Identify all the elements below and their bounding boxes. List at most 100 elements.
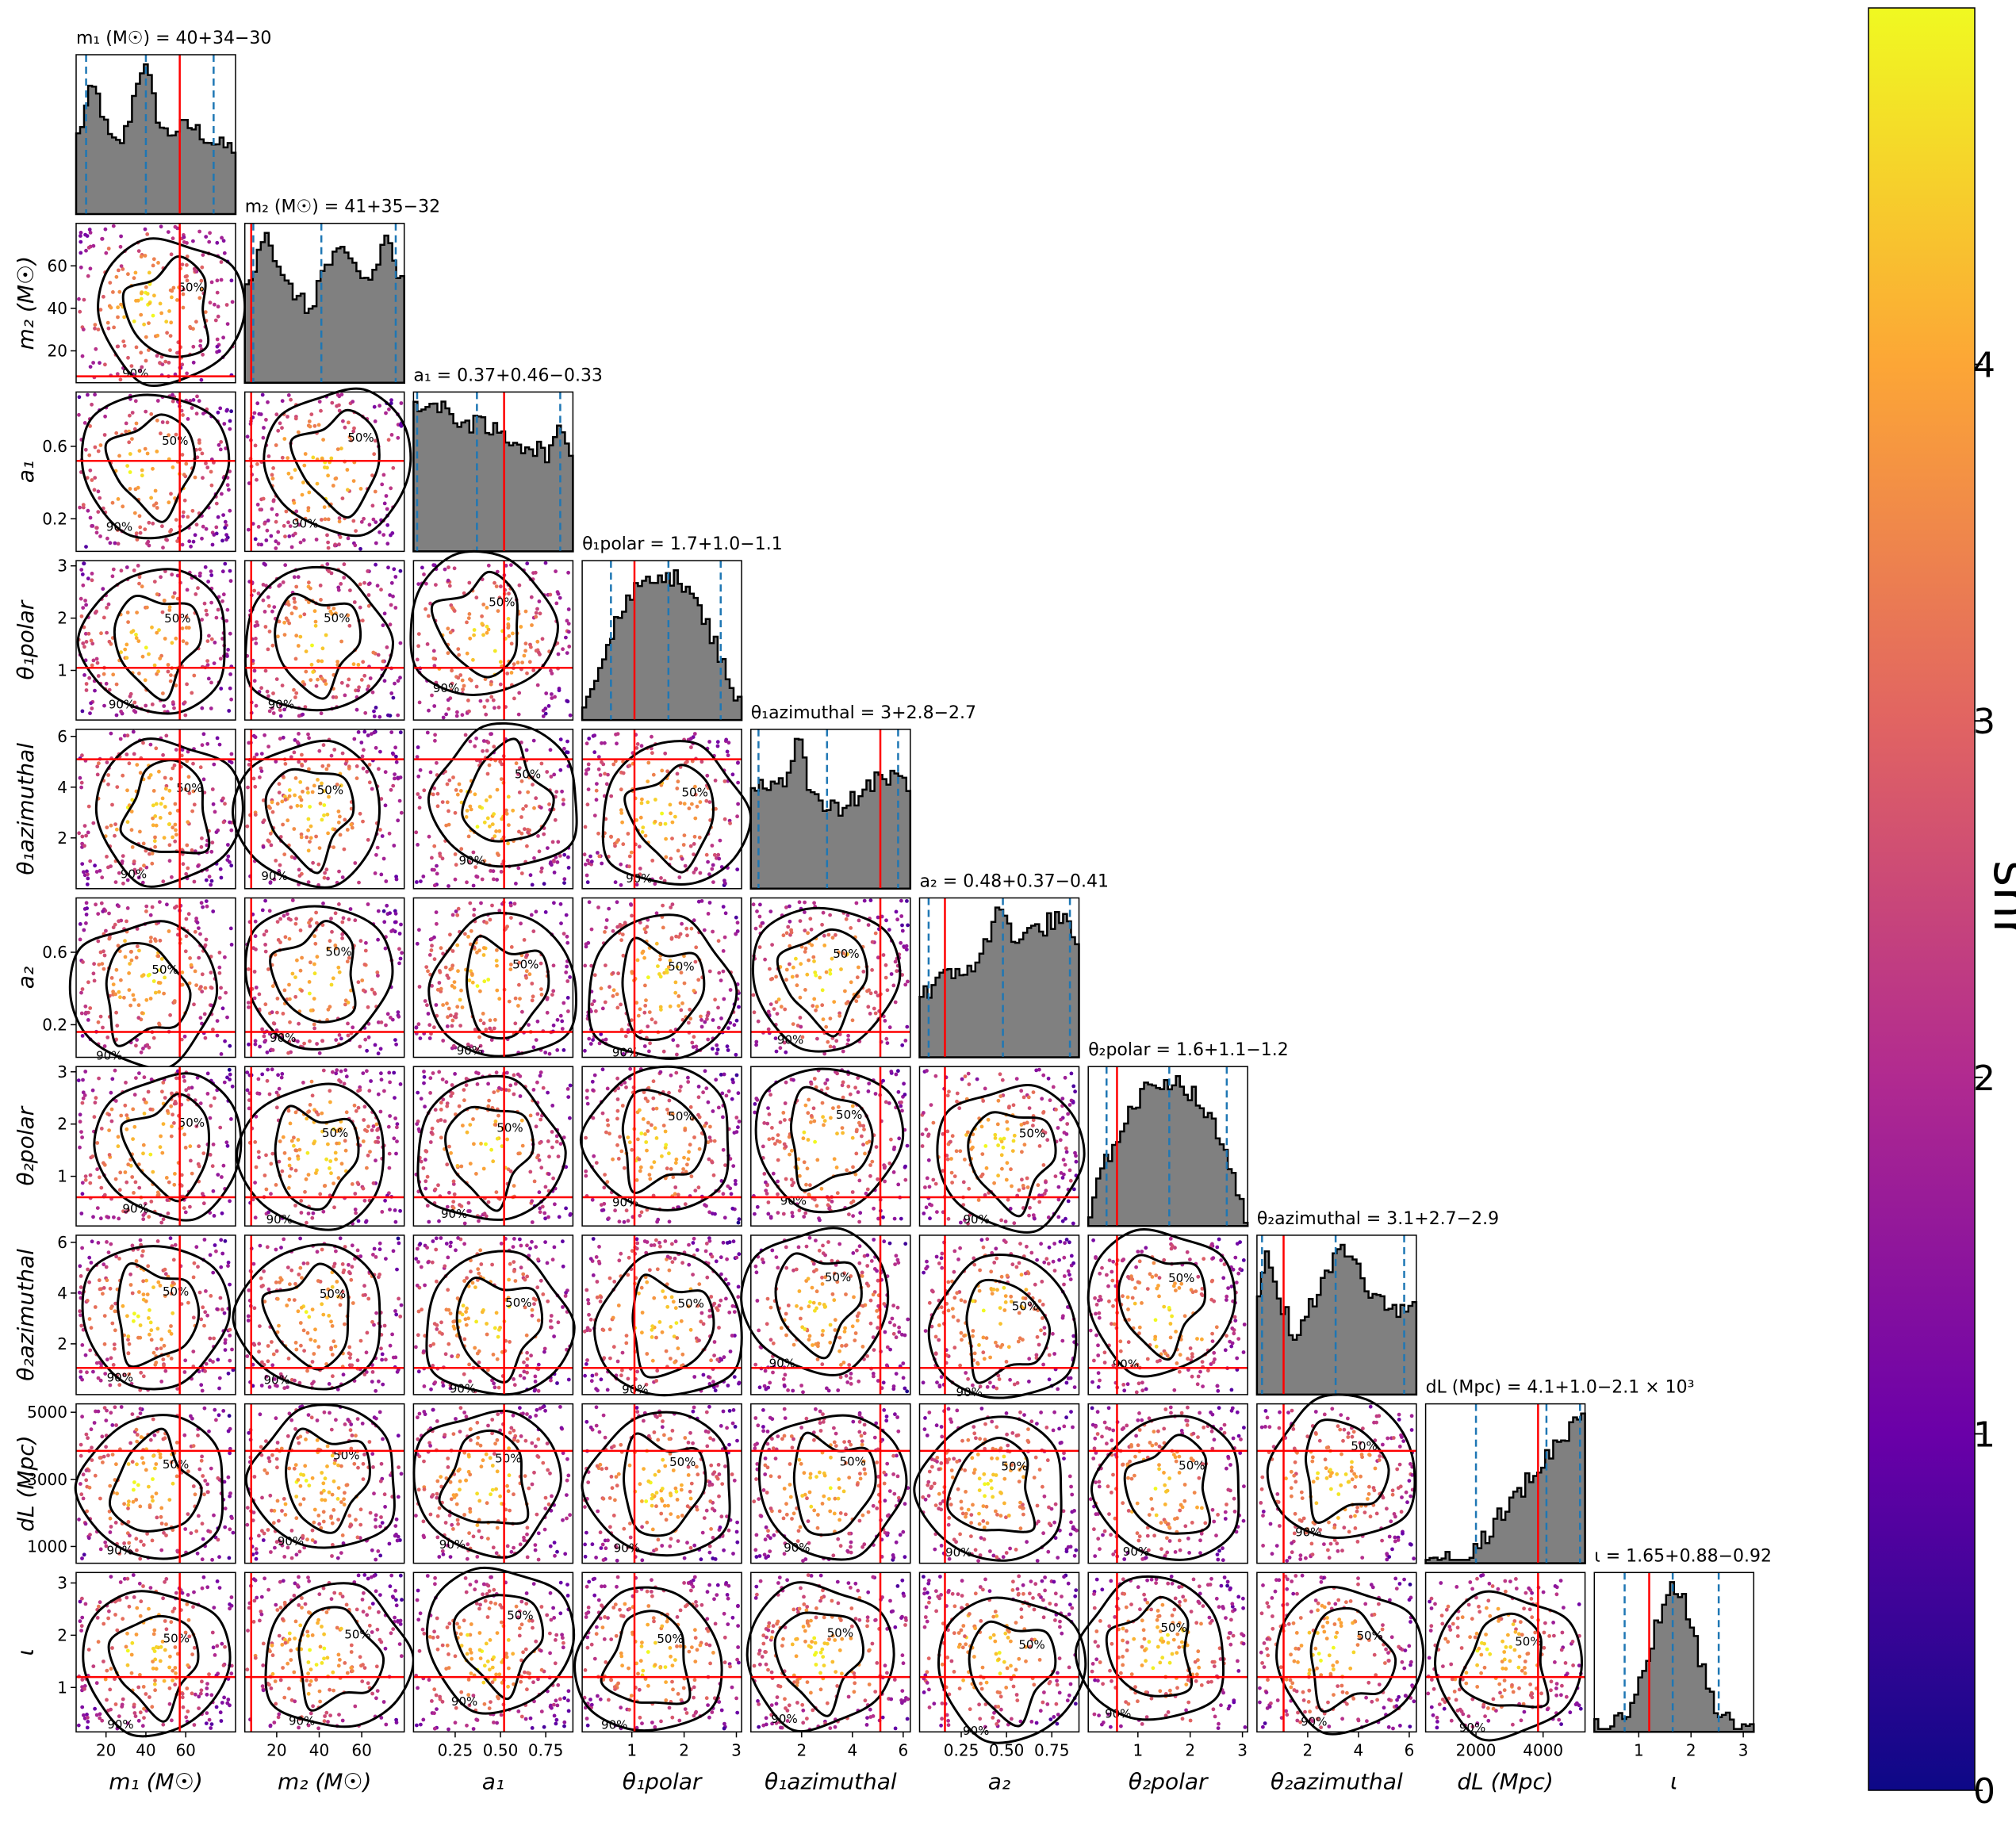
- scatter-point: [370, 690, 375, 695]
- scatter-point: [381, 659, 385, 664]
- scatter-point: [197, 296, 202, 301]
- scatter-point: [485, 921, 489, 925]
- scatter-point: [342, 576, 347, 580]
- scatter-point: [391, 465, 396, 470]
- scatter-point: [467, 709, 471, 714]
- scatter-point: [81, 327, 86, 331]
- panel-t1a-vs-t1p: 90%50%: [581, 729, 753, 890]
- scatter-point: [434, 583, 438, 587]
- scatter-point: [128, 452, 132, 456]
- scatter-point: [262, 818, 266, 823]
- scatter-point: [280, 1072, 285, 1076]
- scatter-point: [368, 1150, 372, 1154]
- scatter-point: [550, 1130, 554, 1134]
- scatter-point: [450, 681, 454, 686]
- scatter-point: [734, 1130, 739, 1134]
- scatter-point: [463, 733, 468, 737]
- scatter-point: [128, 413, 132, 418]
- scatter-point: [174, 833, 178, 837]
- scatter-point: [117, 1188, 122, 1192]
- scatter-point: [99, 1185, 104, 1190]
- scatter-point: [246, 785, 250, 790]
- scatter-point: [190, 848, 194, 852]
- scatter-point: [94, 902, 98, 907]
- scatter-point: [850, 1135, 855, 1140]
- scatter-point: [161, 546, 165, 550]
- scatter-point: [331, 695, 335, 699]
- scatter-point: [194, 592, 198, 596]
- scatter-point: [450, 1018, 455, 1023]
- scatter-point: [568, 1116, 572, 1120]
- scatter-point: [344, 1110, 349, 1115]
- panel-t2p-vs-a2: 90%50%: [918, 1066, 1086, 1234]
- scatter-point: [481, 1012, 485, 1016]
- scatter-point: [117, 871, 121, 875]
- scatter-point: [252, 411, 257, 415]
- scatter-point: [316, 677, 320, 682]
- scatter-point: [80, 834, 85, 839]
- scatter-point: [139, 1050, 144, 1055]
- scatter-point: [304, 649, 309, 653]
- scatter-point: [114, 431, 119, 435]
- scatter-point: [357, 685, 361, 690]
- scatter-point: [444, 1080, 449, 1085]
- contour-label-90: 90%: [268, 697, 294, 711]
- scatter-point: [394, 1151, 398, 1156]
- scatter-point: [373, 871, 378, 875]
- scatter-point: [215, 278, 220, 283]
- scatter-point: [107, 1112, 112, 1117]
- scatter-point: [439, 986, 443, 991]
- scatter-point: [229, 697, 233, 702]
- scatter-point: [388, 1208, 392, 1212]
- scatter-point: [489, 695, 494, 699]
- scatter-point: [362, 1198, 367, 1203]
- panel-t1p-vs-m2: 90%50%: [243, 560, 405, 721]
- scatter-point: [809, 1081, 814, 1086]
- scatter-point: [831, 1106, 835, 1110]
- scatter-point: [260, 1027, 264, 1032]
- scatter-point: [227, 488, 231, 492]
- histogram-a1: [412, 400, 574, 553]
- scatter-point: [647, 1049, 651, 1054]
- scatter-point: [507, 999, 512, 1004]
- scatter-point: [259, 752, 264, 756]
- scatter-point: [382, 1089, 386, 1093]
- scatter-point: [1027, 1213, 1031, 1218]
- scatter-point: [83, 232, 87, 237]
- scatter-point: [86, 631, 91, 636]
- scatter-point: [425, 1204, 430, 1208]
- scatter-point: [296, 644, 301, 648]
- scatter-point: [766, 1106, 770, 1110]
- scatter-point: [274, 859, 278, 863]
- scatter-point: [109, 1107, 114, 1112]
- scatter-point: [393, 1096, 397, 1100]
- scatter-point: [366, 569, 370, 573]
- scatter-point: [653, 819, 657, 824]
- scatter-point: [270, 1067, 274, 1072]
- scatter-point: [424, 1179, 428, 1184]
- scatter-point: [735, 814, 739, 819]
- scatter-point: [312, 609, 317, 614]
- scatter-point: [283, 935, 288, 940]
- scatter-point: [270, 473, 274, 477]
- scatter-point: [174, 432, 178, 437]
- scatter-point: [287, 1157, 292, 1161]
- scatter-point: [687, 1150, 691, 1154]
- scatter-point: [138, 829, 142, 834]
- scatter-point: [98, 443, 103, 447]
- scatter-point: [270, 507, 274, 511]
- scatter-point: [194, 320, 198, 324]
- scatter-point: [384, 1023, 388, 1028]
- scatter-point: [79, 614, 84, 618]
- scatter-point: [832, 1000, 837, 1004]
- scatter-point: [83, 447, 88, 452]
- scatter-point: [933, 1181, 938, 1186]
- scatter-point: [336, 820, 341, 825]
- scatter-point: [336, 1176, 341, 1181]
- scatter-point: [755, 909, 759, 913]
- scatter-point: [98, 496, 102, 500]
- scatter-point: [364, 940, 368, 945]
- scatter-point: [169, 673, 173, 677]
- scatter-point: [358, 546, 362, 551]
